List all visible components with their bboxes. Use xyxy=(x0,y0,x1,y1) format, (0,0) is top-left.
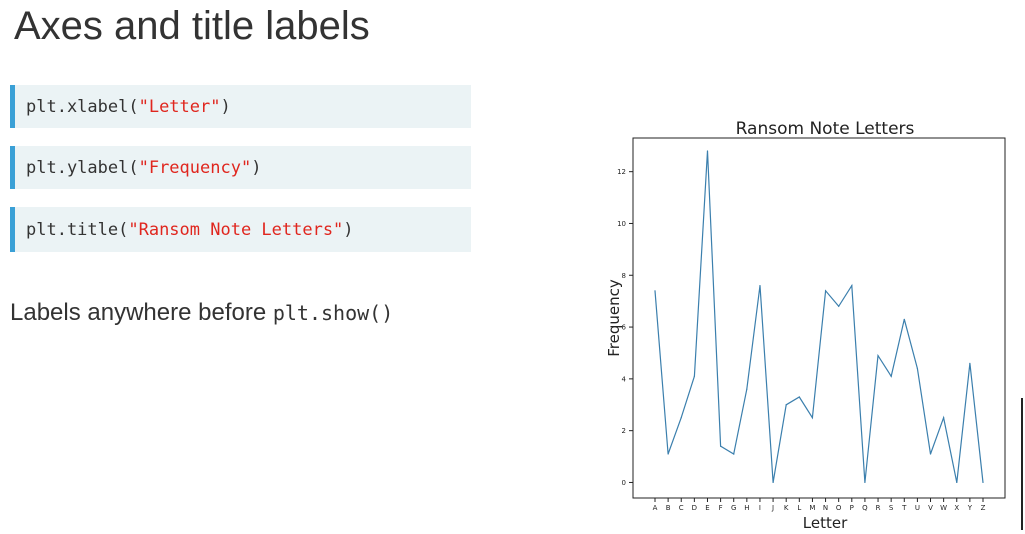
y-axis-label: Frequency xyxy=(605,279,623,357)
x-tick-label: T xyxy=(901,504,907,512)
x-tick-label: B xyxy=(666,504,671,512)
y-tick-label: 2 xyxy=(622,427,626,435)
data-point xyxy=(929,453,932,455)
x-tick-label: Y xyxy=(967,504,973,512)
code-block-title: plt.title("Ransom Note Letters") xyxy=(10,207,471,252)
code-string: "Letter" xyxy=(138,96,221,117)
y-tick-label: 12 xyxy=(617,168,626,176)
caption: Labels anywhere before plt.show() xyxy=(10,299,393,327)
x-tick-label: P xyxy=(850,504,854,512)
y-tick-label: 8 xyxy=(622,272,626,280)
x-tick-label: A xyxy=(653,504,658,512)
edge-divider xyxy=(1021,398,1023,530)
data-point xyxy=(864,481,866,484)
x-tick-label: N xyxy=(823,504,828,512)
y-tick-label: 0 xyxy=(622,479,626,487)
x-tick-label: I xyxy=(759,504,761,512)
code-block-xlabel: plt.xlabel("Letter") xyxy=(10,85,471,128)
data-point xyxy=(693,375,695,377)
data-point xyxy=(785,404,787,406)
code-string: "Ransom Note Letters" xyxy=(128,219,344,240)
x-tick-label: M xyxy=(809,504,815,512)
series-line xyxy=(654,150,984,483)
y-axis-ticks: 0 2 4 6 8 10 12 xyxy=(617,168,633,487)
x-tick-label: S xyxy=(889,504,894,512)
x-tick-label: R xyxy=(876,504,881,512)
x-tick-label: X xyxy=(954,504,959,512)
data-point xyxy=(956,481,958,484)
data-point xyxy=(772,481,774,484)
x-tick-label: U xyxy=(915,504,920,512)
caption-text: Labels anywhere before xyxy=(10,299,273,326)
data-point xyxy=(706,150,709,152)
x-tick-label: H xyxy=(744,504,749,512)
chart-title: Ransom Note Letters xyxy=(736,119,915,139)
y-tick-label: 4 xyxy=(622,375,627,383)
data-point xyxy=(838,305,840,307)
data-point xyxy=(969,362,971,364)
data-point xyxy=(720,445,722,447)
code-text: plt.xlabel("Letter") xyxy=(26,96,231,117)
data-point xyxy=(654,290,656,292)
data-point xyxy=(798,396,800,398)
code-text: plt.ylabel("Frequency") xyxy=(26,157,262,178)
x-tick-label: G xyxy=(731,504,736,512)
slide-title: Axes and title labels xyxy=(14,4,370,48)
data-point xyxy=(759,285,761,287)
data-point xyxy=(851,285,853,287)
plot-frame xyxy=(632,137,1006,499)
code-block-ylabel: plt.ylabel("Frequency") xyxy=(10,146,471,189)
x-tick-label: K xyxy=(784,504,789,512)
x-tick-label: C xyxy=(679,504,684,512)
data-point xyxy=(890,375,892,377)
data-point xyxy=(746,388,748,390)
caption-code: plt.show() xyxy=(272,301,394,325)
code-string: "Frequency" xyxy=(138,157,252,178)
y-tick-label: 6 xyxy=(622,324,627,332)
data-point xyxy=(667,453,669,455)
x-axis-label: Letter xyxy=(803,514,848,532)
data-points xyxy=(654,150,984,484)
x-tick-label: L xyxy=(797,504,801,512)
y-tick-label: 10 xyxy=(617,220,626,228)
data-point xyxy=(680,417,682,419)
data-point xyxy=(811,417,814,419)
x-tick-label: J xyxy=(771,504,774,512)
data-point xyxy=(982,481,984,484)
data-point xyxy=(733,453,735,455)
x-tick-label: O xyxy=(836,504,842,512)
x-tick-label: F xyxy=(719,504,723,512)
x-tick-label: Z xyxy=(981,504,986,512)
data-point xyxy=(943,417,945,419)
data-point xyxy=(916,367,918,370)
data-point xyxy=(877,354,879,357)
data-point xyxy=(824,290,827,292)
x-tick-label: E xyxy=(705,504,709,512)
code-text: plt.title("Ransom Note Letters") xyxy=(26,219,354,240)
x-tick-label: Q xyxy=(862,504,868,512)
data-point xyxy=(903,318,905,320)
x-tick-label: D xyxy=(692,504,697,512)
x-tick-label: V xyxy=(928,504,933,512)
x-tick-label: W xyxy=(940,504,947,512)
